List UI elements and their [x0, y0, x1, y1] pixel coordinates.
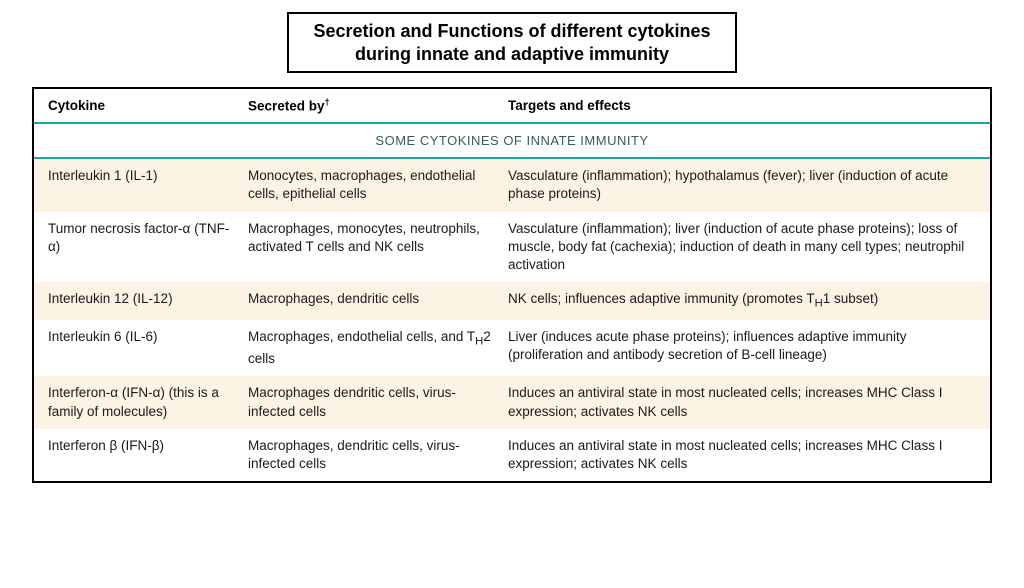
page-title-box: Secretion and Functions of different cyt… [287, 12, 737, 73]
cell-targets: Induces an antiviral state in most nucle… [508, 384, 976, 420]
col-header-cytokine: Cytokine [48, 97, 248, 116]
cell-targets: Vasculature (inflammation); hypothalamus… [508, 167, 976, 203]
cell-secreted: Macrophages, dendritic cells [248, 290, 508, 312]
subscript: H [475, 336, 483, 348]
cell-targets: Liver (induces acute phase proteins); in… [508, 328, 976, 368]
table-row: Interleukin 12 (IL-12)Macrophages, dendr… [34, 282, 990, 320]
title-line-2: during innate and adaptive immunity [299, 43, 725, 66]
table-body: Interleukin 1 (IL-1)Monocytes, macrophag… [34, 159, 990, 481]
cell-targets: NK cells; influences adaptive immunity (… [508, 290, 976, 312]
cytokine-table: Cytokine Secreted by† Targets and effect… [32, 87, 992, 483]
col-header-targets: Targets and effects [508, 97, 976, 116]
table-row: Interferon-α (IFN-α) (this is a family o… [34, 376, 990, 428]
cell-cytokine: Interleukin 12 (IL-12) [48, 290, 248, 312]
title-line-1: Secretion and Functions of different cyt… [299, 20, 725, 43]
cell-cytokine: Interferon β (IFN-β) [48, 437, 248, 473]
col-header-secreted: Secreted by† [248, 97, 508, 116]
cell-cytokine: Tumor necrosis factor-α (TNF-α) [48, 220, 248, 275]
cell-secreted: Macrophages, dendritic cells, virus-infe… [248, 437, 508, 473]
cell-secreted: Macrophages dendritic cells, virus-infec… [248, 384, 508, 420]
table-row: Interferon β (IFN-β)Macrophages, dendrit… [34, 429, 990, 481]
cell-secreted: Macrophages, monocytes, neutrophils, act… [248, 220, 508, 275]
col-header-secreted-text: Secreted by [248, 99, 325, 114]
table-header-row: Cytokine Secreted by† Targets and effect… [34, 89, 990, 124]
cell-targets: Induces an antiviral state in most nucle… [508, 437, 976, 473]
cell-targets: Vasculature (inflammation); liver (induc… [508, 220, 976, 275]
section-heading: SOME CYTOKINES OF INNATE IMMUNITY [34, 124, 990, 160]
cell-secreted: Monocytes, macrophages, endothelial cell… [248, 167, 508, 203]
cell-secreted: Macrophages, endothelial cells, and TH2 … [248, 328, 508, 368]
table-row: Interleukin 6 (IL-6)Macrophages, endothe… [34, 320, 990, 376]
table-row: Interleukin 1 (IL-1)Monocytes, macrophag… [34, 159, 990, 211]
cell-cytokine: Interferon-α (IFN-α) (this is a family o… [48, 384, 248, 420]
dagger-icon: † [325, 97, 330, 108]
cell-cytokine: Interleukin 1 (IL-1) [48, 167, 248, 203]
cell-cytokine: Interleukin 6 (IL-6) [48, 328, 248, 368]
table-row: Tumor necrosis factor-α (TNF-α)Macrophag… [34, 212, 990, 283]
subscript: H [815, 298, 823, 310]
